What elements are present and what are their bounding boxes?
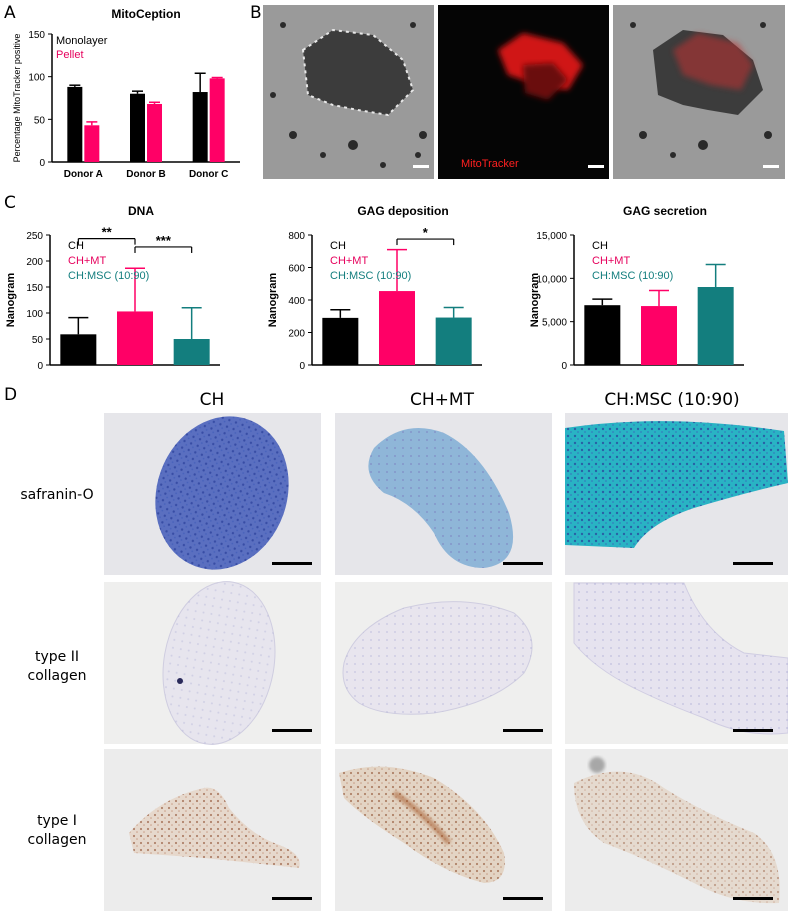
chart-title: MitoCeption <box>111 7 180 21</box>
bar <box>173 339 210 365</box>
bar <box>435 317 472 365</box>
legend-label: CH:MSC (10:90) <box>592 270 673 282</box>
y-tick-label: 400 <box>288 296 305 307</box>
significance-label: * <box>423 225 429 240</box>
row-header-safranin-o: safranin-O <box>2 486 112 505</box>
row-header-line: safranin-O <box>20 487 94 503</box>
chart-title: GAG secretion <box>623 204 707 218</box>
y-tick-label: 0 <box>299 361 305 372</box>
row-header-line: type I <box>37 813 77 829</box>
y-tick-label: 200 <box>288 329 305 340</box>
row-header-type-ii-collagen: type II collagen <box>2 648 112 686</box>
y-axis-label: Nanogram <box>267 273 279 328</box>
legend-label: Pellet <box>56 49 84 61</box>
x-tick-label: Donor B <box>126 169 165 180</box>
column-header-ch-mt: CH+MT <box>410 390 474 410</box>
column-header-ch: CH <box>199 390 225 410</box>
legend-label: CH <box>330 240 346 252</box>
bar <box>60 334 97 365</box>
chart-title: DNA <box>128 204 154 218</box>
y-tick-label: 50 <box>32 335 44 346</box>
bar <box>192 92 208 162</box>
safranin-o-ch-msc-image <box>565 413 788 575</box>
significance-label: ** <box>102 225 113 240</box>
y-tick-label: 200 <box>26 257 43 268</box>
y-axis-label: Percentage MitoTracker positive <box>12 34 22 163</box>
x-tick-label: Donor A <box>64 169 103 180</box>
y-tick-label: 10,000 <box>536 274 567 285</box>
row-header-type-i-collagen: type I collagen <box>2 812 112 850</box>
y-tick-label: 100 <box>28 73 45 84</box>
microscopy-images: MitoTracker <box>263 5 785 179</box>
panel-letter-a: A <box>4 3 16 23</box>
bar <box>117 311 153 365</box>
legend-label: CH:MSC (10:90) <box>330 270 411 282</box>
bar <box>584 305 621 365</box>
type-i-collagen-ch-msc-image <box>565 749 788 911</box>
column-header-ch-msc: CH:MSC (10:90) <box>604 390 740 410</box>
mitotracker-label: MitoTracker <box>461 158 519 170</box>
legend-label: CH+MT <box>592 255 630 267</box>
legend-label: Monolayer <box>56 35 108 47</box>
legend-label: CH <box>592 240 608 252</box>
brightfield-image <box>263 5 434 179</box>
y-tick-label: 150 <box>26 283 43 294</box>
y-tick-label: 150 <box>28 30 45 41</box>
y-tick-label: 0 <box>39 158 45 169</box>
bar <box>84 125 100 162</box>
bar <box>697 287 734 365</box>
microscopy-strip: MitoTracker <box>263 5 785 179</box>
y-tick-label: 600 <box>288 264 305 275</box>
chart-title: GAG deposition <box>357 204 448 218</box>
legend-label: CH:MSC (10:90) <box>68 270 149 282</box>
type-i-collagen-ch-image <box>104 749 321 911</box>
y-tick-label: 0 <box>37 361 43 372</box>
bar <box>147 103 162 162</box>
type-ii-collagen-ch-image <box>104 581 321 745</box>
fluorescence-image <box>438 5 609 179</box>
histology-grid <box>104 413 788 911</box>
bar <box>379 291 415 365</box>
bar <box>130 93 145 162</box>
y-tick-label: 800 <box>288 231 305 242</box>
significance-label: *** <box>156 233 172 248</box>
row-header-line: collagen <box>27 832 87 848</box>
bar <box>641 306 677 365</box>
legend-label: CH+MT <box>330 255 368 267</box>
y-tick-label: 5,000 <box>542 318 567 329</box>
y-tick-label: 0 <box>561 361 567 372</box>
chart-dna: DNA Nanogram 0 50 100 150 200 250 CH CH+MT CH:MSC … <box>5 204 220 372</box>
chart-gag-deposition: GAG deposition Nanogram 0 200 400 600 800 CH CH+… <box>267 204 482 372</box>
type-i-collagen-ch-mt-image <box>335 749 552 911</box>
panel-letter-b: B <box>250 3 262 23</box>
row-header-line: type II <box>35 649 79 665</box>
bar <box>322 317 359 365</box>
bar <box>209 78 225 162</box>
safranin-o-ch-image <box>104 413 321 575</box>
y-axis-label: Nanogram <box>5 273 17 328</box>
legend-label: CH <box>68 240 84 252</box>
merged-image <box>613 5 785 179</box>
legend-label: CH+MT <box>68 255 106 267</box>
chart-gag-secretion: GAG secretion Nanogram 0 5,000 10,000 15,000 C… <box>529 204 744 372</box>
bar <box>67 86 83 162</box>
chart-mitoception: MitoCeption Percentage MitoTracker positi… <box>12 7 240 180</box>
y-axis-label: Nanogram <box>529 273 541 328</box>
y-tick-label: 100 <box>26 309 43 320</box>
y-tick-label: 50 <box>34 115 46 126</box>
safranin-o-ch-mt-image <box>335 413 552 575</box>
x-tick-label: Donor C <box>189 169 228 180</box>
row-header-line: collagen <box>27 668 87 684</box>
type-ii-collagen-ch-msc-image <box>565 582 788 744</box>
panel-letter-c: C <box>4 193 16 213</box>
type-ii-collagen-ch-mt-image <box>335 582 552 744</box>
panel-letter-d: D <box>4 385 18 405</box>
y-tick-label: 15,000 <box>536 231 567 242</box>
y-tick-label: 250 <box>26 231 43 242</box>
